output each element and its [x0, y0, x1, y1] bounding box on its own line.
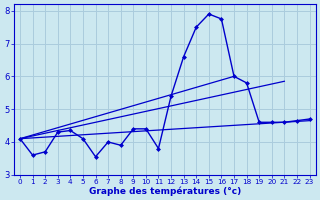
X-axis label: Graphe des températures (°c): Graphe des températures (°c) [89, 186, 241, 196]
